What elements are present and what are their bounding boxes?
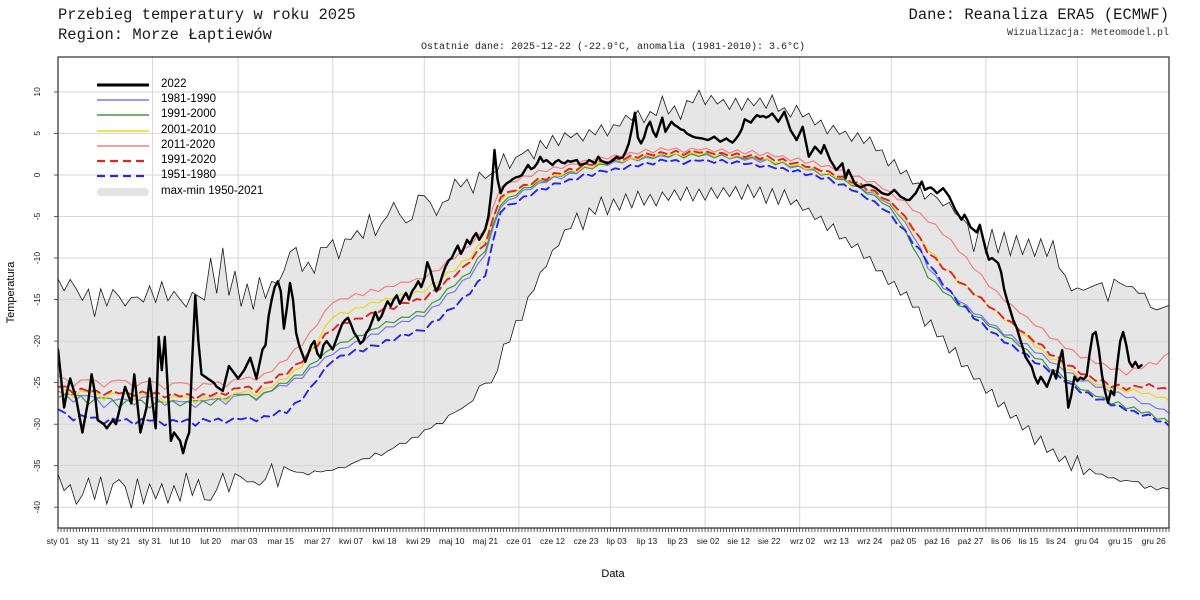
line-swatch-icon: [97, 78, 149, 90]
line-swatch-icon: [97, 169, 149, 181]
svg-text:wrz 24: wrz 24: [856, 536, 882, 546]
svg-text:kwi 18: kwi 18: [373, 536, 397, 546]
band-swatch-icon: [97, 187, 149, 196]
data-source: Dane: Reanaliza ERA5 (ECMWF): [908, 6, 1169, 24]
legend-item-2011-2020: 2011-2020: [97, 137, 263, 152]
legend-item-1981-1990: 1981-1990: [97, 91, 263, 106]
legend-label: 2022: [161, 77, 187, 90]
svg-text:mar 03: mar 03: [231, 536, 258, 546]
svg-text:lut 20: lut 20: [200, 536, 221, 546]
legend-label: 1981-1990: [161, 92, 216, 105]
svg-text:lis 24: lis 24: [1046, 536, 1066, 546]
svg-text:-10: -10: [32, 252, 42, 265]
svg-text:maj 10: maj 10: [439, 536, 465, 546]
svg-text:mar 15: mar 15: [268, 536, 295, 546]
page-title: Przebieg temperatury w roku 2025: [58, 6, 356, 24]
svg-text:cze 12: cze 12: [540, 536, 565, 546]
last-data-note: Ostatnie dane: 2025-12-22 (-22.9°C, anom…: [420, 42, 806, 53]
series-2022: [58, 110, 1143, 455]
svg-text:lip 03: lip 03: [606, 536, 627, 546]
x-axis-title: Data: [601, 568, 625, 580]
svg-text:lip 13: lip 13: [637, 536, 658, 546]
svg-text:wrz 13: wrz 13: [823, 536, 849, 546]
legend-label: 2001-2010: [161, 123, 216, 136]
line-swatch-icon: [97, 93, 149, 105]
svg-text:maj 21: maj 21: [473, 536, 499, 546]
svg-text:paź 27: paź 27: [958, 536, 984, 546]
svg-text:sty 01: sty 01: [47, 536, 70, 546]
svg-text:lut 10: lut 10: [170, 536, 191, 546]
svg-text:gru 15: gru 15: [1108, 536, 1132, 546]
svg-text:-20: -20: [32, 335, 42, 348]
legend-item-2022: 2022: [97, 76, 263, 91]
svg-text:paź 05: paź 05: [891, 536, 917, 546]
legend-label: 1951-1980: [161, 169, 216, 182]
legend-label: 1991-2020: [161, 154, 216, 167]
axis-ticks: [54, 91, 1170, 532]
svg-text:cze 01: cze 01: [506, 536, 531, 546]
svg-text:lis 06: lis 06: [991, 536, 1011, 546]
line-swatch-icon: [97, 108, 149, 120]
svg-text:lip 23: lip 23: [667, 536, 688, 546]
svg-text:-40: -40: [32, 501, 42, 514]
legend-item-1951-1980: 1951-1980: [97, 168, 263, 183]
legend-item-1991-2000: 1991-2000: [97, 107, 263, 122]
svg-text:10: 10: [32, 87, 42, 97]
svg-text:-15: -15: [32, 293, 42, 306]
svg-text:sie 12: sie 12: [727, 536, 750, 546]
svg-text:sie 02: sie 02: [697, 536, 720, 546]
svg-text:wrz 02: wrz 02: [789, 536, 815, 546]
svg-text:mar 27: mar 27: [304, 536, 331, 546]
visualization-credit: Wizualizacja: Meteomodel.pl: [1006, 28, 1169, 39]
svg-text:sty 11: sty 11: [77, 536, 99, 546]
svg-text:sie 22: sie 22: [758, 536, 781, 546]
series-2011-2020: [58, 147, 1169, 391]
legend-label: 1991-2000: [161, 108, 216, 121]
svg-text:5: 5: [32, 131, 42, 136]
svg-text:0: 0: [32, 172, 42, 177]
line-swatch-icon: [97, 124, 149, 136]
series-1951-1980: [58, 158, 1169, 427]
y-axis-title: Temperatura: [5, 261, 17, 324]
svg-text:sty 21: sty 21: [108, 536, 131, 546]
svg-text:-30: -30: [32, 418, 42, 431]
chart-legend: 2022 1981-1990 1991-2000 2001-2010 2011-2020…: [97, 76, 263, 198]
svg-text:kwi 07: kwi 07: [339, 536, 363, 546]
tick-labels: sty 01 sty 11 sty 21 sty 31 lut 10 lut 20 mar …: [32, 87, 1166, 546]
legend-item-2001-2010: 2001-2010: [97, 122, 263, 137]
svg-text:-5: -5: [32, 212, 42, 220]
svg-text:-25: -25: [32, 376, 42, 389]
svg-text:sty 31: sty 31: [138, 536, 161, 546]
legend-label: max-min 1950-2021: [161, 184, 264, 197]
svg-text:cze 23: cze 23: [573, 536, 598, 546]
legend-label: 2011-2020: [161, 138, 216, 151]
legend-item-max-min-1950-2021: max-min 1950-2021: [97, 183, 263, 198]
svg-text:lis 15: lis 15: [1019, 536, 1039, 546]
svg-text:gru 26: gru 26: [1142, 536, 1166, 546]
svg-text:paź 16: paź 16: [924, 536, 950, 546]
region-title: Region: Morze Łaptiewów: [58, 26, 272, 44]
gridlines: [58, 57, 1169, 528]
legend-item-1991-2020: 1991-2020: [97, 152, 263, 167]
line-swatch-icon: [97, 139, 149, 151]
svg-text:-35: -35: [32, 459, 42, 472]
svg-text:gru 04: gru 04: [1075, 536, 1099, 546]
line-swatch-icon: [97, 154, 149, 166]
svg-text:kwi 29: kwi 29: [406, 536, 430, 546]
